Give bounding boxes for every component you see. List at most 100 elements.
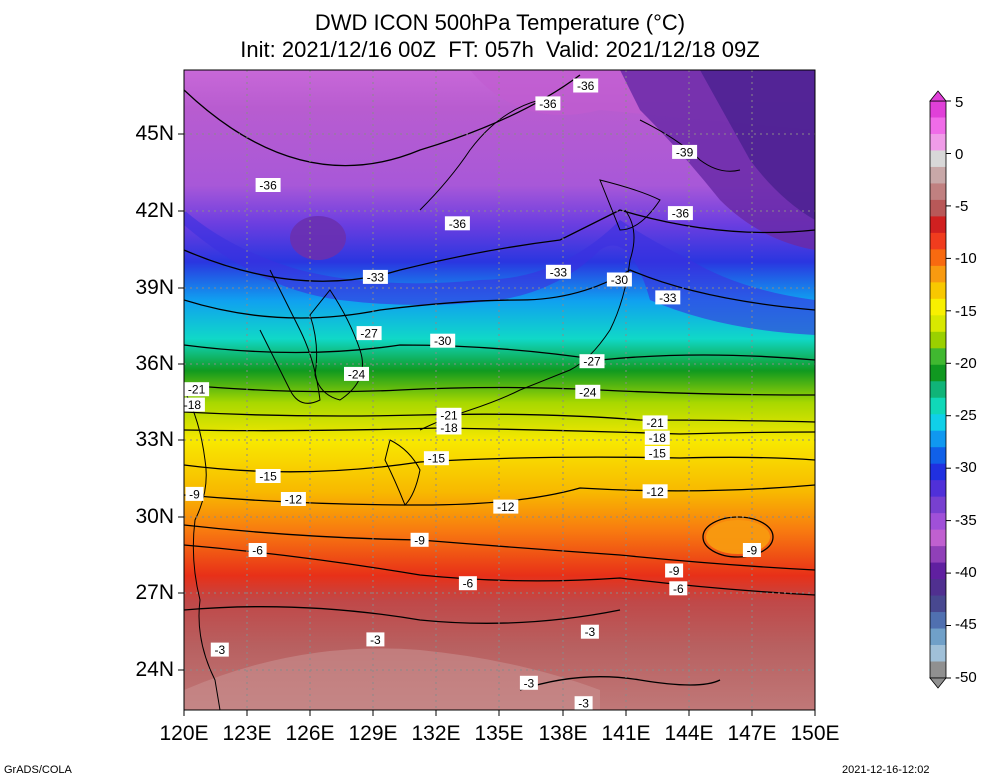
lon-label-120e: 120E xyxy=(159,722,209,745)
footer-timestamp: 2021-12-16-12:02 xyxy=(842,764,930,776)
lon-label-135e: 135E xyxy=(474,722,524,745)
contour-label: -30 xyxy=(606,272,632,287)
colorbar-swatch xyxy=(930,579,946,596)
colorbar-swatch xyxy=(930,166,946,184)
svg-text:-12: -12 xyxy=(285,493,303,507)
contour-label: -39 xyxy=(672,144,698,159)
contour-label: -21 xyxy=(436,407,462,422)
svg-text:-3: -3 xyxy=(585,625,596,639)
colorbar-swatch xyxy=(930,496,946,514)
colorbar-label: 5 xyxy=(955,94,964,111)
svg-text:-18: -18 xyxy=(440,421,458,435)
lat-label-36n: 36N xyxy=(135,352,174,375)
colorbar-swatch xyxy=(930,331,946,349)
contour-label: -9 xyxy=(185,486,204,501)
colorbar-swatch xyxy=(930,661,946,679)
contour-label: -3 xyxy=(210,642,229,657)
cold-pocket-korea xyxy=(290,216,346,260)
contour-label: -18 xyxy=(179,397,205,412)
lon-label-132e: 132E xyxy=(411,722,461,745)
colorbar-label: -25 xyxy=(955,407,977,424)
colorbar-swatch xyxy=(930,447,946,465)
svg-text:-3: -3 xyxy=(214,643,225,657)
svg-text:-9: -9 xyxy=(189,487,200,501)
contour-label: -36 xyxy=(444,216,470,231)
colorbar-max-arrow xyxy=(929,90,947,102)
contour-label: -21 xyxy=(642,415,668,430)
contour-label: -9 xyxy=(742,543,761,558)
colorbar-swatch xyxy=(930,265,946,283)
colorbar-swatch xyxy=(930,315,946,333)
svg-text:-21: -21 xyxy=(440,408,458,422)
colorbar-label: -40 xyxy=(955,564,977,581)
colorbar-swatch xyxy=(930,348,946,366)
colorbar-label: -10 xyxy=(955,250,977,267)
svg-text:-36: -36 xyxy=(672,207,690,221)
contour-label: -27 xyxy=(356,326,382,341)
colorbar-label: 0 xyxy=(955,146,964,163)
svg-text:-15: -15 xyxy=(259,470,277,484)
svg-text:-6: -6 xyxy=(252,544,263,558)
lon-label-126e: 126E xyxy=(285,722,335,745)
lat-label-42n: 42N xyxy=(135,199,174,222)
colorbar-label: -15 xyxy=(955,303,977,320)
colorbar-swatch xyxy=(930,595,946,613)
colorbar-swatch xyxy=(930,133,946,151)
contour-label: -6 xyxy=(248,543,267,558)
colorbar-swatch xyxy=(930,364,946,382)
colorbar-swatch xyxy=(930,298,946,316)
colorbar-swatch xyxy=(930,117,946,135)
colorbar-label: -50 xyxy=(955,669,977,686)
svg-text:-33: -33 xyxy=(659,291,677,305)
svg-text:-9: -9 xyxy=(747,544,758,558)
svg-text:-39: -39 xyxy=(676,145,694,159)
colorbar-swatch xyxy=(930,645,946,662)
svg-text:-6: -6 xyxy=(463,577,474,591)
colorbar-label: -30 xyxy=(955,459,977,476)
colorbar-swatch xyxy=(930,529,946,547)
lat-label-45n: 45N xyxy=(135,122,174,145)
colorbar-swatch xyxy=(930,562,946,580)
svg-text:-9: -9 xyxy=(414,533,425,547)
colorbar-swatch xyxy=(930,183,946,201)
lon-label-144e: 144E xyxy=(664,722,714,745)
contour-label: -33 xyxy=(362,269,388,284)
colorbar xyxy=(929,100,951,679)
contour-label: -12 xyxy=(642,484,668,499)
contour-label: -18 xyxy=(644,430,670,445)
svg-text:-36: -36 xyxy=(577,79,595,93)
axis-ticks xyxy=(178,133,816,716)
svg-text:-3: -3 xyxy=(524,676,535,690)
contour-label: -33 xyxy=(545,264,571,279)
svg-text:-36: -36 xyxy=(259,179,277,193)
lon-label-129e: 129E xyxy=(348,722,398,745)
contour-label: -27 xyxy=(579,354,605,369)
contour-label: -21 xyxy=(184,382,210,397)
colorbar-label: -45 xyxy=(955,616,977,633)
colorbar-swatch xyxy=(930,249,946,267)
lon-label-147e: 147E xyxy=(727,722,777,745)
svg-text:-21: -21 xyxy=(646,416,664,430)
svg-text:-36: -36 xyxy=(539,97,557,111)
contour-labels: -36 -36 -39 -36 -36 -36 -33 -33 -30 -33 -27 -30 -27 -… xyxy=(179,78,761,711)
contour-label: -12 xyxy=(493,499,519,514)
footer-credit: GrADS/COLA xyxy=(4,764,72,776)
map-plot-area xyxy=(184,70,815,710)
map-title: DWD ICON 500hPa Temperature (°C) xyxy=(314,10,686,35)
contour-label: -36 xyxy=(255,178,281,193)
contour-label: -6 xyxy=(458,576,477,591)
contour-label: -3 xyxy=(519,675,538,690)
contour-label: -15 xyxy=(255,469,281,484)
colorbar-swatch xyxy=(930,101,946,118)
svg-text:-33: -33 xyxy=(550,265,568,279)
colorbar-swatch xyxy=(930,150,946,168)
svg-text:-15: -15 xyxy=(428,452,446,466)
warm-south xyxy=(184,648,600,710)
svg-text:-6: -6 xyxy=(673,582,684,596)
lat-label-30n: 30N xyxy=(135,505,174,528)
contour-label: -15 xyxy=(423,451,449,466)
contour-label: -18 xyxy=(436,420,462,435)
contour-label: -30 xyxy=(430,333,456,348)
map-subtitle: Init: 2021/12/16 00Z FT: 057h Valid: 202… xyxy=(240,37,760,62)
colorbar-swatch xyxy=(930,480,946,498)
